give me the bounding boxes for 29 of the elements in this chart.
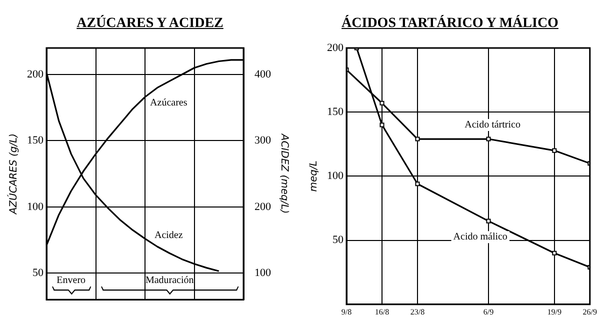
y-axis-title: meq/L — [308, 160, 320, 192]
y-tick-label: 150 — [27, 134, 44, 147]
x-tick-label: 6/9 — [483, 307, 494, 316]
x-tick-label: 26/9 — [582, 307, 598, 316]
annotation: Envero — [56, 274, 87, 286]
y2-axis-title: ACIDEZ (meq/L) — [278, 132, 290, 214]
y-tick-label: 100 — [27, 200, 44, 213]
series-label: Acidez — [154, 230, 184, 241]
annotation: Maduración — [144, 274, 195, 286]
x-tick-label: 9/8 — [341, 307, 352, 316]
x-tick-label: 19/9 — [547, 307, 562, 316]
series-label: Acido tártrico — [464, 120, 520, 131]
y2-tick-label: 200 — [254, 200, 272, 213]
series-label: Acido málico — [453, 232, 508, 243]
y-tick-label: 50 — [32, 267, 44, 280]
series-label: Azúcares — [150, 98, 188, 109]
x-tick-label: 23/8 — [410, 307, 425, 316]
y-axis-title: AZÚCARES (g/L) — [6, 133, 20, 216]
y-tick-label: 200 — [327, 42, 344, 54]
y-tick-label: 100 — [327, 170, 344, 182]
chart-title: AZÚCARES Y ACIDEZ — [76, 16, 224, 32]
y-tick-label: 50 — [332, 234, 344, 246]
y2-tick-label: 100 — [254, 267, 272, 280]
y2-tick-label: 300 — [254, 134, 272, 147]
chart-title: ÁCIDOS TARTÁRICO Y MÁLICO — [340, 16, 560, 32]
y-tick-label: 200 — [27, 68, 44, 80]
y-tick-label: 150 — [327, 106, 344, 118]
y2-tick-label: 400 — [254, 68, 272, 80]
x-tick-label: 16/8 — [374, 307, 390, 316]
